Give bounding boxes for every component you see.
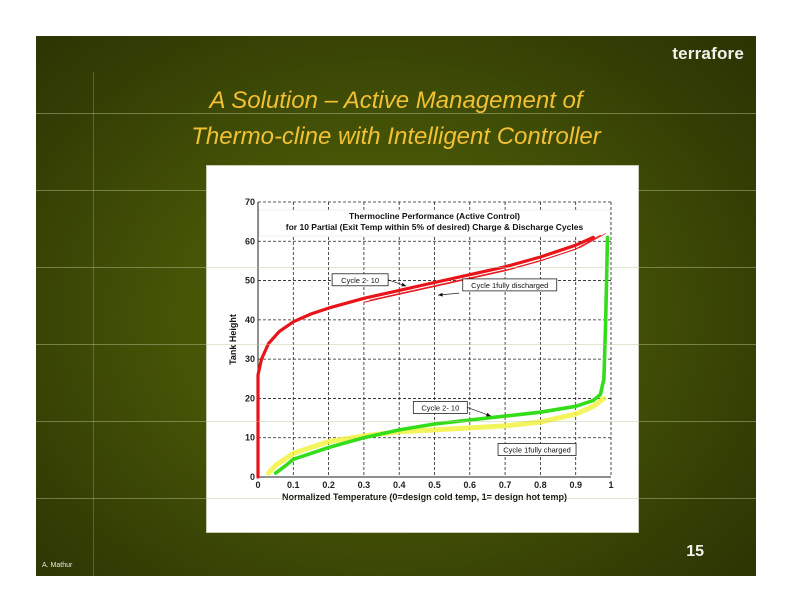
y-axis-label: Tank Height [228,314,238,365]
slide-title-line-1: A Solution – Active Management of [209,87,583,114]
y-tick-label: 20 [245,393,255,403]
arrowhead-icon [486,412,491,417]
grid [257,201,612,478]
logo: terrafore [672,44,744,63]
decorative-rule [36,267,756,268]
x-tick-label: 0.8 [534,480,547,490]
annotation-label: Cycle 1fully charged [503,446,571,455]
x-tick-label: 0.5 [428,480,441,490]
decorative-rule [36,113,756,114]
x-tick-label: 1 [608,480,613,490]
arrowhead-icon [438,292,443,297]
series-line [273,235,610,475]
annotation-label: Cycle 2- 10 [341,276,379,285]
x-axis-label: Normalized Temperature (0=design cold te… [282,492,567,502]
x-tick-label: 0.2 [322,480,335,490]
decorative-rule [36,421,756,422]
decorative-rule [93,72,94,576]
chart-figure: 0 0.1 0.2 0.3 0.4 0.5 0.6 0.7 0.8 0.9 1 0 10 20 30 40 50… [206,165,639,533]
y-tick-label: 70 [245,197,255,207]
slide-title-line-2: Thermo-cline with Intelligent Controller [191,123,601,150]
annotation-label: Cycle 2- 10 [421,403,459,412]
y-tick-label: 40 [245,315,255,325]
decorative-rule [36,498,756,499]
annotation-box [462,278,558,292]
series-line [266,395,607,476]
series-line [256,235,595,479]
line-chart: 0 0.1 0.2 0.3 0.4 0.5 0.6 0.7 0.8 0.9 101020304050… [228,197,614,502]
y-tick-label: 10 [245,433,255,443]
slide: terrafore A Solution – Active Management… [36,36,756,576]
series-line [369,233,606,301]
x-tick-label: 0.4 [393,480,406,490]
annotation-box [331,273,389,287]
arrowhead-icon [401,282,407,287]
chart-subtitle: for 10 Partial (Exit Temp within 5% of d… [286,222,584,232]
y-tick-label: 60 [245,236,255,246]
annotation-label: Cycle 1fully discharged [471,281,548,290]
x-tick-label: 0.7 [499,480,512,490]
x-tick-label: 0.3 [358,480,371,490]
y-tick-label: 30 [245,354,255,364]
y-tick-label: 50 [245,276,255,286]
x-tick-label: 0 [255,480,260,490]
annotation-box [497,443,577,456]
chart-title-box [258,209,611,237]
author-footer: A. Mathur [42,562,73,569]
chart-title: Thermocline Performance (Active Control) [349,211,520,221]
page-number: 15 [686,543,704,560]
x-tick-label: 0.1 [287,480,300,490]
y-tick-label: 0 [250,472,255,482]
decorative-rule [36,344,756,345]
x-tick-label: 0.6 [464,480,477,490]
x-tick-label: 0.9 [569,480,582,490]
